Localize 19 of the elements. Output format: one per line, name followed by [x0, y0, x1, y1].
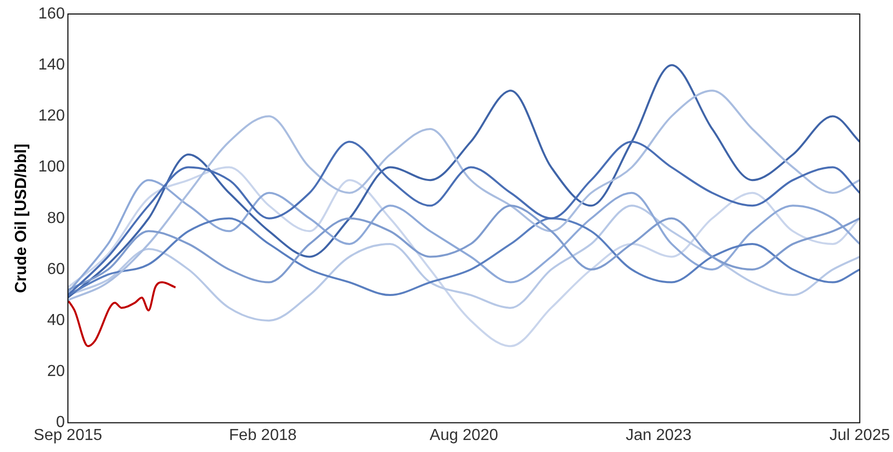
y-tick-label: 60 [47, 260, 65, 278]
line-series [68, 204, 860, 291]
line-series [68, 166, 860, 348]
y-tick-label: 140 [38, 56, 65, 74]
y-tick-label: 20 [47, 363, 65, 380]
line-series [68, 140, 860, 296]
line-series [68, 281, 177, 348]
y-tick-label: 120 [38, 108, 65, 125]
y-tick-label: 40 [47, 312, 65, 330]
line-series [68, 179, 860, 294]
y-axis-title: Crude Oil [USD/bbl] [13, 144, 30, 294]
x-tick-label: Jan 2023 [626, 426, 692, 444]
x-tick-label: Feb 2018 [229, 426, 297, 444]
line-series [68, 217, 860, 296]
x-tick-label: Aug 2020 [430, 426, 498, 444]
y-tick-label: 160 [38, 5, 65, 22]
y-tick-label: 80 [47, 210, 65, 227]
x-tick-label: Jul 2025 [830, 426, 890, 444]
y-tick-label: 100 [38, 158, 65, 176]
